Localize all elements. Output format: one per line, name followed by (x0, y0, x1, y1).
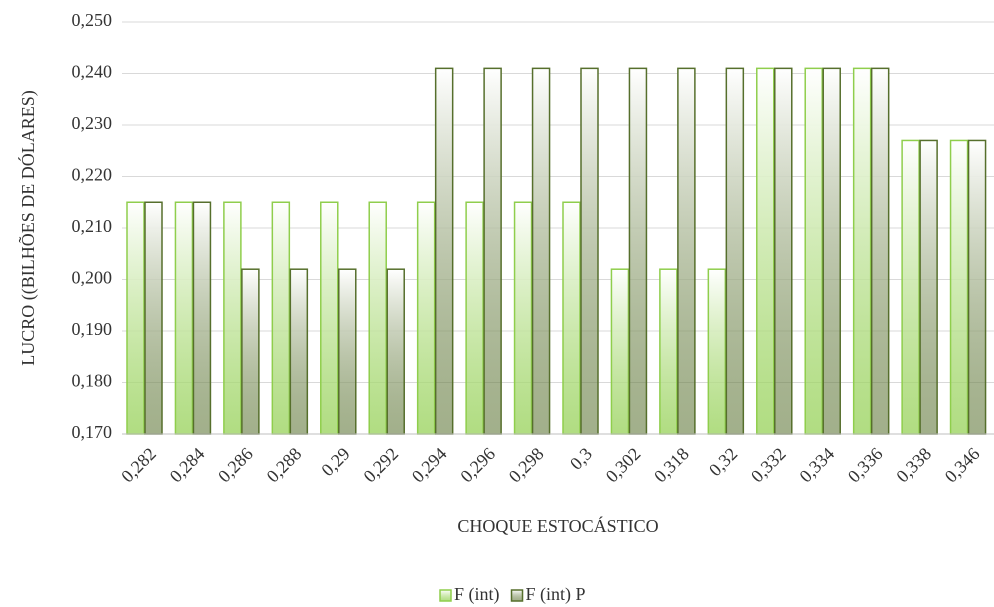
bar (289, 268, 309, 435)
bar (416, 201, 436, 435)
bar (126, 201, 145, 435)
bar (144, 201, 163, 435)
bar (271, 201, 291, 435)
bar (967, 139, 987, 435)
y-tick-label: 0,180 (72, 371, 113, 391)
bar (580, 67, 599, 435)
bar (901, 139, 920, 435)
x-tick-label: 0,288 (263, 444, 306, 487)
y-axis-title: LUCRO ((BILHÕES DE DÓLARES) (17, 90, 39, 365)
bar (756, 67, 775, 435)
bar (870, 67, 890, 435)
y-tick-label: 0,230 (72, 113, 113, 133)
bar (465, 201, 484, 435)
bar (192, 201, 212, 435)
bar (610, 268, 630, 435)
bar (223, 201, 242, 435)
y-tick-label: 0,240 (72, 62, 113, 82)
y-tick-label: 0,220 (72, 165, 113, 185)
legend-label: F (int) P (526, 584, 586, 605)
y-tick-label: 0,250 (72, 10, 113, 30)
x-tick-label: 0,282 (117, 444, 160, 487)
x-tick-label: 0,332 (747, 444, 790, 487)
x-tick-label: 0,32 (705, 444, 741, 480)
bar (949, 139, 969, 435)
bar (822, 67, 841, 435)
bar (368, 201, 387, 435)
bar (434, 67, 454, 435)
x-tick-label: 0,318 (650, 444, 693, 487)
x-tick-label: 0,298 (505, 444, 548, 487)
x-tick-label: 0,294 (408, 444, 451, 487)
bar (677, 67, 696, 435)
x-tick-label: 0,29 (317, 444, 353, 480)
bar (531, 67, 551, 435)
bar (919, 139, 938, 435)
bar (725, 67, 745, 435)
bar (774, 67, 793, 435)
x-tick-label: 0,302 (602, 444, 645, 487)
y-tick-label: 0,170 (72, 422, 113, 442)
x-tick-label: 0,284 (166, 444, 209, 487)
bar (852, 67, 872, 435)
legend-label: F (int) (454, 584, 500, 605)
bar (513, 201, 533, 435)
legend-swatch (510, 589, 524, 602)
bar (659, 268, 678, 435)
y-tick-label: 0,200 (72, 268, 113, 288)
x-axis-title: CHOQUE ESTOCÁSTICO (457, 515, 658, 536)
x-tick-label: 0,296 (456, 444, 499, 487)
bar (338, 268, 357, 435)
x-tick-label: 0,338 (892, 444, 935, 487)
legend-swatch (439, 589, 452, 602)
bar (562, 201, 581, 435)
x-tick-label: 0,292 (359, 444, 402, 487)
x-tick-label: 0,346 (941, 444, 984, 487)
y-tick-label: 0,210 (72, 216, 113, 236)
x-tick-label: 0,334 (795, 444, 838, 487)
y-tick-label: 0,190 (72, 319, 113, 339)
bar (804, 67, 823, 435)
bar (174, 201, 194, 435)
bar (386, 268, 405, 435)
x-tick-label: 0,336 (844, 444, 887, 487)
bar (707, 268, 727, 435)
bar (628, 67, 648, 435)
bar (320, 201, 339, 435)
x-tick-label: 0,3 (566, 444, 596, 474)
bar (483, 67, 502, 435)
x-tick-label: 0,286 (214, 444, 257, 487)
bar (241, 268, 260, 435)
